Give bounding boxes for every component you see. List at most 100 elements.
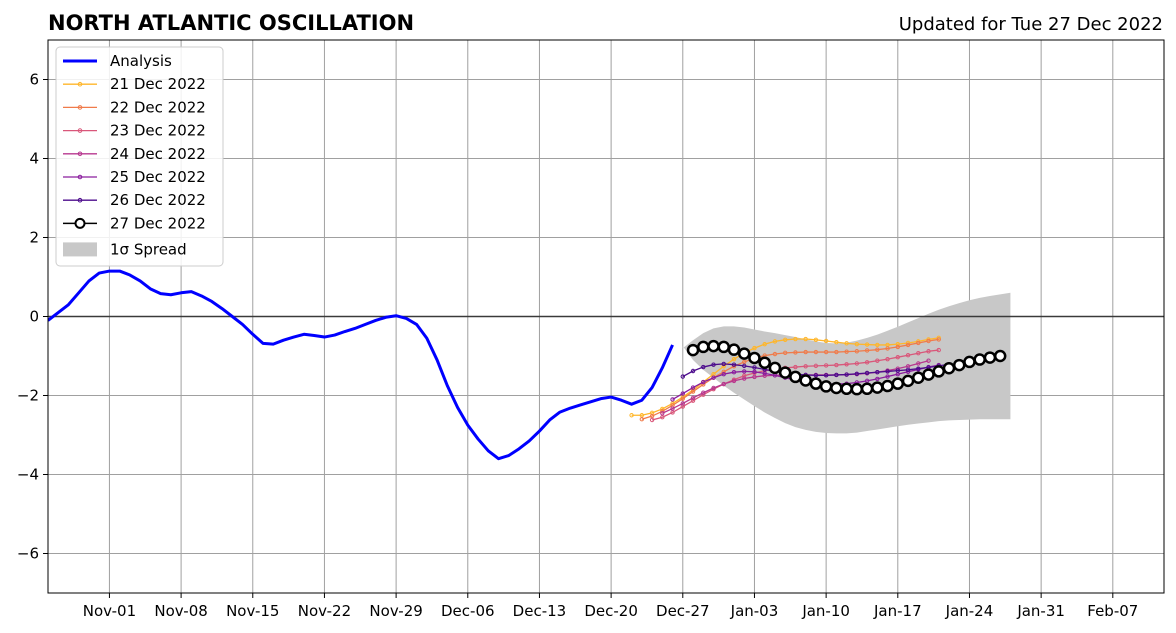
forecast-point <box>731 356 737 362</box>
forecast-point <box>731 362 737 367</box>
forecast-point <box>803 349 808 355</box>
forecast-point <box>983 351 997 364</box>
legend-label: 21 Dec 2022 <box>110 75 206 93</box>
forecast-point <box>905 367 911 373</box>
legend-label: 27 Dec 2022 <box>110 214 206 232</box>
forecast-point <box>885 369 890 374</box>
forecast-point <box>973 353 986 366</box>
forecast-point <box>690 398 696 403</box>
axis-ticks: Nov-01 Nov-08 Nov-15 Nov-22 Nov-29 Dec-06 Dec-… <box>17 71 1138 621</box>
forecast-point <box>840 382 853 396</box>
forecast-point <box>639 417 645 422</box>
x-tick-label: Dec-13 <box>513 602 567 620</box>
x-tick-label: Dec-20 <box>584 602 638 620</box>
x-tick-label: Jan-31 <box>1016 602 1065 620</box>
forecast-point <box>942 361 956 375</box>
forecast-point <box>721 364 726 369</box>
spread-band <box>682 292 1011 434</box>
forecast-point <box>823 338 829 344</box>
forecast-point <box>721 361 726 367</box>
forecast-point <box>701 390 706 395</box>
forecast-point <box>772 339 778 344</box>
forecast-point <box>680 374 685 379</box>
forecast-point <box>778 366 792 379</box>
forecast-point <box>885 374 890 379</box>
y-tick-label: 6 <box>29 71 39 89</box>
forecast-point <box>916 366 921 371</box>
forecast-point <box>864 360 870 365</box>
x-tick-label: Jan-17 <box>873 602 922 620</box>
legend-marker <box>77 174 83 180</box>
forecast-point <box>752 345 757 351</box>
forecast-point <box>701 364 706 370</box>
legend: Analysis 21 Dec 2022 22 Dec 2022 23 Dec 202… <box>55 46 224 267</box>
forecast-point <box>670 397 675 402</box>
forecast-point <box>670 406 675 411</box>
forecast-point <box>823 373 829 378</box>
forecast-point <box>742 363 747 369</box>
y-tick-label: 2 <box>29 229 39 247</box>
forecast-point <box>952 358 966 372</box>
forecast-point <box>823 349 829 355</box>
x-tick-label: Dec-06 <box>441 602 495 620</box>
forecast-point <box>916 361 921 366</box>
forecast-point <box>901 374 915 388</box>
forecast-point <box>803 364 808 369</box>
legend-label: 26 Dec 2022 <box>110 191 206 209</box>
forecast-point <box>782 337 788 343</box>
x-tick-label: Dec-27 <box>656 602 710 620</box>
forecast-point <box>721 369 726 374</box>
chart-title: NORTH ATLANTIC OSCILLATION <box>48 11 414 35</box>
forecast-point <box>875 347 880 352</box>
forecast-point <box>891 377 905 390</box>
forecast-point <box>932 365 946 378</box>
x-tick-label: Nov-01 <box>83 602 136 620</box>
legend-marker <box>77 81 83 87</box>
forecast-point <box>752 374 757 380</box>
y-tick-label: 4 <box>29 150 39 168</box>
forecast-point <box>885 356 890 362</box>
forecast-point <box>864 370 870 376</box>
forecast-point <box>871 381 884 394</box>
analysis-line <box>48 269 674 461</box>
forecast-point <box>916 340 921 346</box>
forecast-point <box>926 358 931 363</box>
forecast-point <box>690 368 696 374</box>
legend-marker <box>74 217 86 229</box>
forecast-point <box>809 377 823 390</box>
forecast-point <box>834 362 839 368</box>
forecast-point <box>916 351 921 356</box>
forecast-point <box>789 370 802 384</box>
x-tick-label: Nov-29 <box>369 602 422 620</box>
spread-layer <box>682 292 1011 434</box>
forecast-point <box>782 350 788 356</box>
forecast-point <box>697 340 710 354</box>
forecast-point <box>762 371 767 376</box>
forecast-point <box>686 343 700 357</box>
forecast-point <box>737 347 751 360</box>
forecast-point <box>711 362 716 367</box>
forecast-point <box>875 358 880 363</box>
forecast-point <box>711 375 716 380</box>
forecast-point <box>660 411 665 416</box>
forecast-point <box>649 413 655 419</box>
x-tick-label: Jan-10 <box>801 602 850 620</box>
forecast-point <box>742 376 747 381</box>
forecast-point <box>993 349 1007 363</box>
forecast-point <box>680 396 685 401</box>
forecast-point <box>895 354 900 360</box>
forecast-point <box>649 417 655 423</box>
forecast-point <box>799 374 812 387</box>
forecast-point <box>875 376 880 382</box>
forecast-point <box>895 341 900 347</box>
forecast-point <box>844 362 849 367</box>
y-tick-label: 0 <box>29 308 39 326</box>
legend-label-analysis: Analysis <box>110 52 172 70</box>
forecast-point <box>772 351 778 357</box>
forecast-point <box>963 355 976 369</box>
forecast-point <box>885 346 890 351</box>
forecast-line <box>682 363 950 378</box>
legend-marker <box>77 197 83 203</box>
forecast-point <box>793 336 798 342</box>
